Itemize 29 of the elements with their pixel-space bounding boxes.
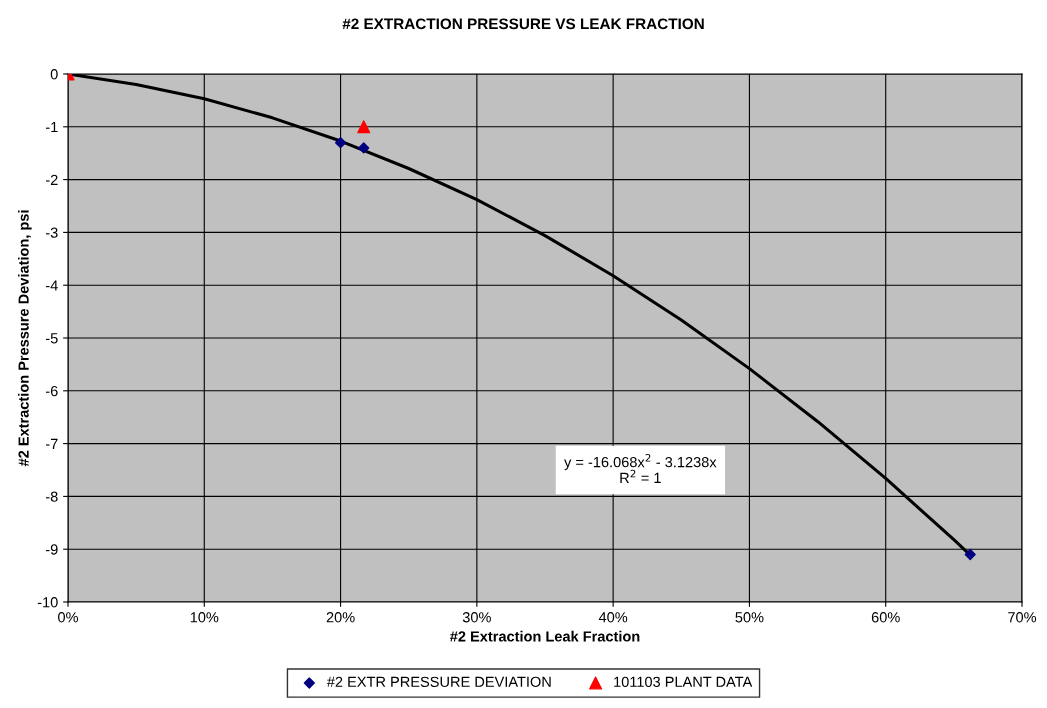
y-tick-label: -3 [45,227,58,238]
x-axis-title: #2 Extraction Leak Fraction [450,630,640,642]
x-tick-label: 40% [598,612,628,623]
point [334,137,347,149]
x-tick-label: 10% [190,612,219,623]
x-tick-label: 50% [735,612,764,623]
legend-label: #2 EXTR PRESSURE DEVIATION [326,676,551,687]
chart-title: #2 EXTRACTION PRESSURE VS LEAK FRACTION [342,18,704,30]
point [964,548,976,561]
y-tick-label: -4 [45,280,58,291]
y-tick-label: -10 [37,597,58,608]
y-tick-label: -5 [45,333,58,344]
y-tick-label: -7 [45,438,58,449]
point [357,120,371,134]
legend-label: 101103 PLANT DATA [614,676,753,687]
x-tick-label: 60% [871,612,900,623]
y-tick-label: 0 [50,69,58,80]
y-tick-label: -8 [45,491,58,502]
x-tick-label: 0% [58,612,79,623]
y-tick-label: -6 [45,385,58,397]
y-axis-title: #2 Extraction Pressure Deviation, psi [18,210,32,467]
y-tick-label: -1 [45,122,58,133]
x-tick-label: 20% [326,612,355,623]
point [358,142,370,154]
y-tick-label: -9 [45,544,58,555]
y-tick-label: -2 [45,174,58,185]
x-tick-label: 70% [1008,612,1037,623]
text: y = -16.068x$^{2}$ - 3.1238x R$^{2}$ = 1 [564,453,717,483]
x-tick-label: 30% [462,612,491,623]
